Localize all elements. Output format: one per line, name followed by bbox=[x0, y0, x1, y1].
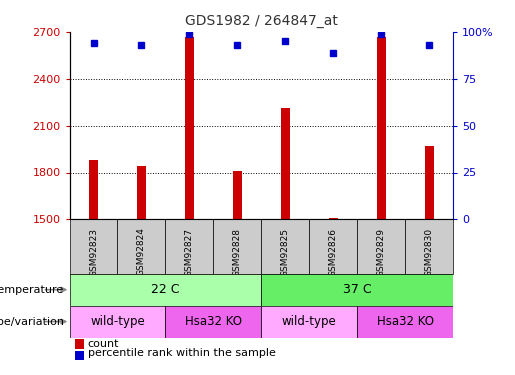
Text: GSM92828: GSM92828 bbox=[233, 228, 242, 276]
Bar bbox=[213, 219, 261, 274]
Text: GSM92826: GSM92826 bbox=[329, 228, 338, 276]
Text: count: count bbox=[88, 339, 119, 349]
Bar bbox=[233, 171, 242, 219]
Text: genotype/variation: genotype/variation bbox=[0, 316, 64, 327]
Text: temperature: temperature bbox=[0, 285, 64, 295]
Bar bbox=[261, 219, 310, 274]
Bar bbox=[310, 219, 357, 274]
Bar bbox=[377, 37, 386, 219]
Bar bbox=[357, 306, 453, 338]
Text: GSM92825: GSM92825 bbox=[281, 228, 290, 276]
Bar bbox=[261, 274, 453, 306]
Text: GSM92824: GSM92824 bbox=[137, 228, 146, 276]
Bar bbox=[261, 306, 357, 338]
Text: percentile rank within the sample: percentile rank within the sample bbox=[88, 348, 276, 358]
Bar bbox=[89, 160, 98, 219]
Bar bbox=[165, 306, 261, 338]
Text: GSM92829: GSM92829 bbox=[377, 228, 386, 276]
Text: 22 C: 22 C bbox=[151, 283, 180, 296]
Bar bbox=[425, 146, 434, 219]
Text: Hsa32 KO: Hsa32 KO bbox=[377, 315, 434, 328]
Text: GSM92827: GSM92827 bbox=[185, 228, 194, 276]
Bar bbox=[70, 274, 261, 306]
Bar bbox=[117, 219, 165, 274]
Bar bbox=[165, 219, 213, 274]
Bar bbox=[281, 108, 289, 219]
Bar bbox=[405, 219, 453, 274]
Bar bbox=[137, 166, 146, 219]
Title: GDS1982 / 264847_at: GDS1982 / 264847_at bbox=[185, 14, 338, 28]
Text: wild-type: wild-type bbox=[90, 315, 145, 328]
Text: wild-type: wild-type bbox=[282, 315, 337, 328]
Text: GSM92823: GSM92823 bbox=[89, 228, 98, 276]
Bar bbox=[357, 219, 405, 274]
Text: Hsa32 KO: Hsa32 KO bbox=[185, 315, 242, 328]
Bar bbox=[329, 218, 338, 219]
Text: GSM92830: GSM92830 bbox=[425, 228, 434, 277]
Bar bbox=[70, 219, 117, 274]
Bar bbox=[185, 37, 194, 219]
Bar bbox=[70, 306, 165, 338]
Text: 37 C: 37 C bbox=[343, 283, 372, 296]
